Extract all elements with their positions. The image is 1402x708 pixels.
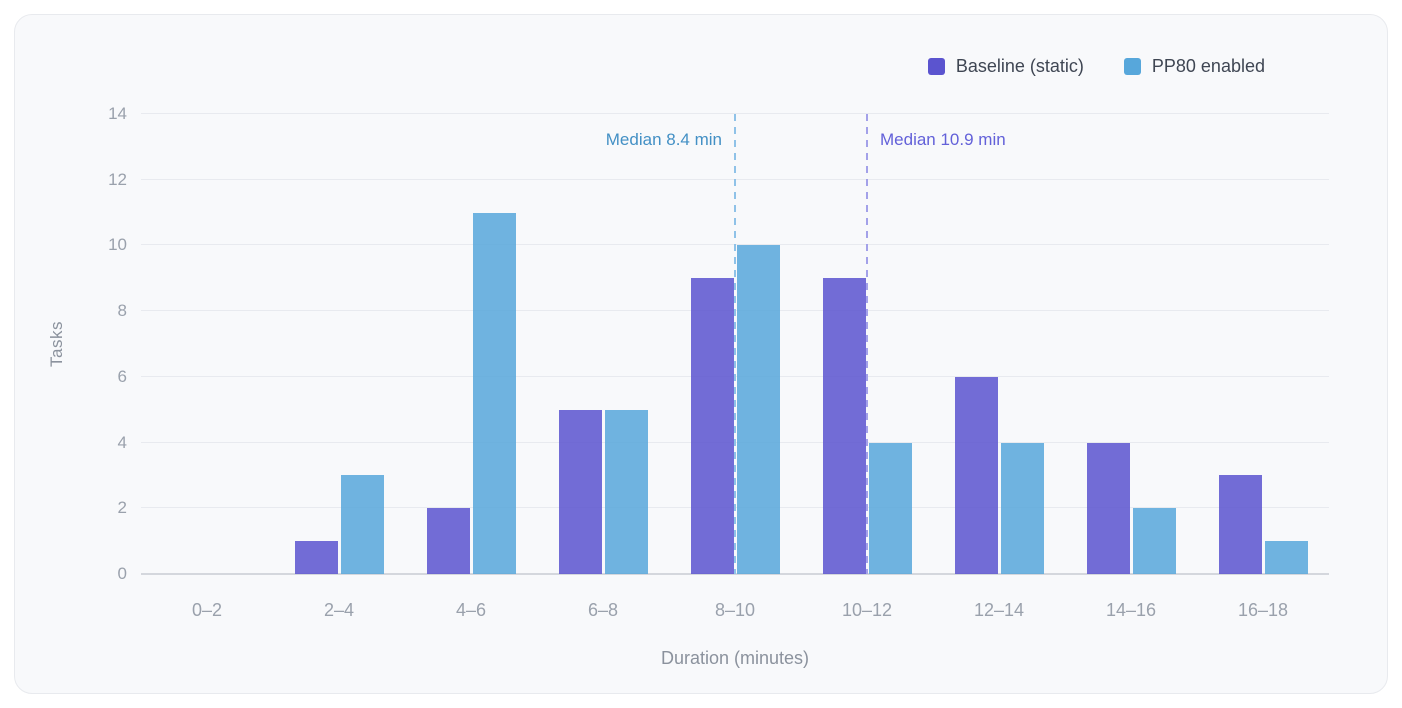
bar-group-14-16 [1065, 114, 1197, 574]
bar-group-6-8 [537, 114, 669, 574]
gridline-y-14 [141, 113, 1329, 114]
bar-baseline-static-6-8 [558, 409, 602, 574]
x-tick-label: 6–8 [587, 600, 619, 620]
legend-swatch-pp80-enabled [1123, 58, 1141, 75]
legend-swatch-baseline-static [927, 58, 945, 75]
x-tick-labels: 0–2 2–4 4–6 6–8 8–10 10–12 12–14 14–16 16–18 [141, 600, 1329, 624]
plot-area: Median 8.4 min Median 10.9 min [141, 113, 1329, 575]
bar-group-12-14 [933, 114, 1065, 574]
median-vline-median-10-9-min [866, 114, 868, 574]
y-tick-label: 8 [117, 301, 127, 321]
bar-group-0-2 [141, 114, 273, 574]
chart-legend: Baseline (static) PP80 enabled [927, 56, 1265, 77]
bar-pp80-enabled-2-4 [340, 475, 384, 574]
legend-label: Baseline (static) [955, 56, 1084, 76]
bar-pp80-enabled-10-12 [868, 442, 912, 574]
x-tick-label: 4–6 [455, 600, 487, 620]
bar-baseline-static-16-18 [1218, 475, 1262, 574]
legend-item-baseline-static: Baseline (static) [927, 56, 1084, 77]
y-tick-label: 6 [117, 366, 127, 386]
x-tick-label: 8–10 [714, 600, 756, 620]
x-tick-label: 0–2 [191, 600, 223, 620]
x-axis-title: Duration (minutes) [660, 648, 810, 668]
bar-group-8-10 [669, 114, 801, 574]
y-tick-labels: 0 2 4 6 8 10 12 14 [15, 104, 127, 583]
bar-baseline-static-10-12 [822, 278, 866, 574]
bar-group-2-4 [273, 114, 405, 574]
bar-pp80-enabled-8-10 [736, 245, 780, 574]
y-tick-label: 12 [108, 169, 127, 189]
bar-pp80-enabled-16-18 [1264, 541, 1308, 574]
x-tick-label: 14–16 [1105, 600, 1157, 620]
bar-baseline-static-8-10 [690, 278, 734, 574]
bar-baseline-static-14-16 [1086, 442, 1130, 574]
bar-group-4-6 [405, 114, 537, 574]
y-tick-label: 14 [108, 104, 127, 123]
x-tick-label: 10–12 [841, 600, 893, 620]
legend-item-pp80-enabled: PP80 enabled [1123, 56, 1265, 77]
median-label-median-10-9-min: Median 10.9 min [880, 130, 1006, 149]
y-tick-label: 0 [117, 564, 127, 583]
bar-pp80-enabled-4-6 [472, 212, 516, 574]
bar-baseline-static-2-4 [294, 541, 338, 574]
bar-groups [141, 114, 1329, 574]
median-vline-median-8-4-min [734, 114, 736, 574]
x-tick-label: 12–14 [973, 600, 1025, 620]
bar-baseline-static-4-6 [426, 508, 470, 574]
bar-pp80-enabled-14-16 [1132, 508, 1176, 574]
y-tick-label: 10 [108, 235, 127, 255]
bar-baseline-static-12-14 [954, 376, 998, 574]
bar-group-10-12 [801, 114, 933, 574]
bar-pp80-enabled-6-8 [604, 409, 648, 574]
y-tick-label: 2 [117, 498, 127, 518]
median-label-median-8-4-min: Median 8.4 min [605, 130, 722, 149]
x-tick-label: 16–18 [1237, 600, 1289, 620]
y-tick-label: 4 [117, 432, 127, 452]
legend-label: PP80 enabled [1151, 56, 1265, 76]
bar-group-16-18 [1197, 114, 1329, 574]
x-tick-label: 2–4 [323, 600, 355, 620]
bar-pp80-enabled-12-14 [1000, 442, 1044, 574]
